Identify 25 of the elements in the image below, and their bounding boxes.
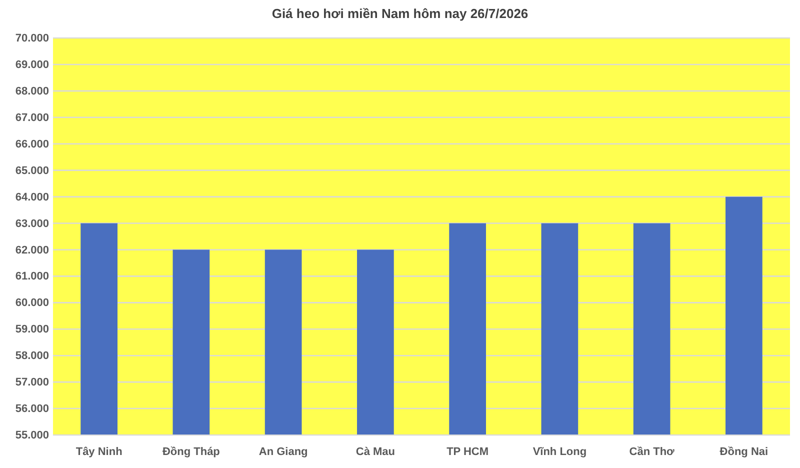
y-tick-label: 58.000	[15, 350, 49, 362]
x-tick-label: An Giang	[258, 446, 308, 458]
y-tick-label: 63.000	[15, 218, 49, 230]
chart-title: Giá heo hơi miền Nam hôm nay 26/7/2026	[272, 6, 528, 21]
x-tick-label: Đồng Nai	[720, 446, 768, 458]
x-tick-label: Vĩnh Long	[532, 446, 587, 458]
y-tick-label: 59.000	[15, 324, 49, 336]
y-tick-label: 67.000	[15, 112, 49, 124]
y-tick-label: 61.000	[15, 270, 49, 283]
x-tick-label: Cần Thơ	[629, 446, 675, 458]
y-tick-label: 60.000	[15, 297, 49, 310]
y-tick-label: 56.000	[15, 403, 49, 416]
y-tick-label: 55.000	[15, 430, 49, 442]
x-tick-label: Đồng Tháp	[162, 446, 220, 458]
y-tick-label: 70.000	[15, 32, 49, 45]
x-tick-label: Cà Mau	[356, 446, 395, 458]
y-tick-label: 66.000	[15, 138, 49, 150]
y-tick-label: 68.000	[15, 85, 49, 98]
x-tick-label: Tây Ninh	[76, 446, 123, 458]
y-tick-label: 65.000	[15, 164, 49, 177]
x-tick-label: TP HCM	[446, 446, 489, 458]
y-tick-label: 69.000	[15, 58, 49, 71]
y-tick-label: 64.000	[15, 191, 49, 204]
y-tick-label: 62.000	[15, 244, 49, 256]
y-tick-label: 57.000	[15, 376, 49, 389]
